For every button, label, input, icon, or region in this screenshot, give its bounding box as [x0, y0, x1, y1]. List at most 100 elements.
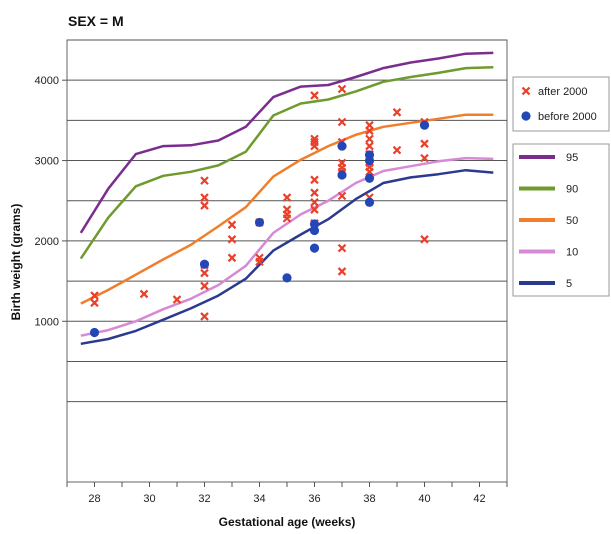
point-after-2000-stroke: [365, 141, 374, 151]
point-before-2000: [364, 155, 375, 166]
point-after-2000: [200, 268, 209, 278]
point-after-2000-stroke: [310, 198, 319, 207]
point-after-2000-stroke: [200, 176, 209, 185]
point-after-2000-stroke: [337, 117, 347, 127]
x-tick-label: 30: [143, 493, 155, 505]
point-after-2000: [282, 193, 292, 202]
point-before-2000: [364, 197, 375, 207]
point-after-2000-stroke: [227, 253, 237, 263]
point-after-2000-stroke: [200, 193, 209, 202]
point-after-2000-stroke: [200, 201, 209, 210]
scatter-points: [89, 84, 430, 338]
point-after-2000-stroke: [365, 134, 374, 144]
point-before-2000: [337, 170, 347, 180]
point-after-2000: [139, 289, 149, 299]
point-after-2000: [337, 117, 347, 127]
point-after-2000: [200, 281, 209, 291]
x-tick-label: 36: [308, 493, 320, 505]
point-before-2000: [199, 259, 210, 269]
point-after-2000: [200, 176, 209, 185]
gridlines: [67, 39, 507, 403]
point-after-2000-stroke: [420, 153, 429, 163]
point-after-2000: [227, 253, 237, 263]
point-after-2000: [310, 205, 319, 214]
legend-lines: 95 90 50 10 5: [512, 143, 610, 297]
series-line-5: [80, 168, 494, 346]
point-after-2000: [310, 198, 319, 207]
series-line-95: [79, 51, 494, 234]
y-tick-label: 1000: [35, 316, 59, 328]
point-after-2000-stroke: [310, 188, 319, 197]
chart-title: SEX = M: [68, 13, 124, 29]
point-after-2000: [255, 257, 264, 267]
point-after-2000: [420, 153, 429, 163]
legend-marker-before-2000: [521, 111, 531, 121]
point-after-2000-stroke: [139, 289, 149, 299]
legend-marker-after-2000-stroke: [521, 86, 531, 96]
legend-label: 5: [566, 278, 572, 290]
legend-label: 10: [566, 247, 578, 259]
legend-label: after 2000: [538, 86, 588, 98]
point-after-2000: [337, 243, 347, 253]
point-after-2000-stroke: [255, 257, 264, 267]
x-tick-label: 42: [473, 493, 485, 505]
point-before-2000: [419, 120, 430, 130]
point-after-2000: [420, 139, 429, 148]
point-after-2000: [365, 126, 374, 136]
point-after-2000: [392, 145, 402, 155]
point-after-2000-stroke: [365, 126, 374, 136]
point-after-2000: [392, 108, 402, 117]
point-after-2000-stroke: [282, 214, 292, 223]
point-after-2000-stroke: [420, 139, 429, 148]
point-after-2000: [310, 188, 319, 197]
point-after-2000: [90, 298, 99, 308]
legend-marker-after-2000: [521, 86, 531, 96]
point-after-2000: [365, 134, 374, 144]
point-after-2000: [172, 295, 182, 304]
point-after-2000: [337, 84, 347, 94]
point-after-2000-stroke: [282, 193, 292, 202]
point-after-2000-stroke: [365, 167, 374, 177]
point-after-2000-stroke: [392, 108, 402, 117]
y-tick-label: 2000: [35, 236, 59, 248]
point-before-2000: [337, 141, 347, 151]
point-after-2000: [337, 191, 347, 201]
point-before-2000: [282, 273, 292, 283]
point-after-2000: [365, 141, 374, 151]
legend-markers-box: [512, 76, 610, 132]
y-tick-label: 4000: [35, 75, 59, 87]
point-after-2000-stroke: [337, 84, 347, 94]
point-after-2000-stroke: [90, 298, 99, 308]
point-after-2000-stroke: [200, 312, 209, 321]
point-after-2000: [227, 235, 237, 244]
point-after-2000-stroke: [172, 295, 182, 304]
point-after-2000-stroke: [310, 205, 319, 214]
x-tick-label: 28: [88, 493, 100, 505]
point-after-2000-stroke: [200, 268, 209, 278]
point-after-2000-stroke: [227, 220, 237, 230]
point-after-2000-stroke: [420, 235, 429, 244]
point-after-2000: [420, 235, 429, 244]
x-axis-label: Gestational age (weeks): [219, 515, 356, 529]
point-after-2000: [310, 141, 319, 151]
legend-markers: after 2000 before 2000: [512, 76, 610, 132]
point-after-2000-stroke: [227, 235, 237, 244]
plot-frame: [66, 39, 508, 483]
point-before-2000: [89, 327, 100, 338]
point-after-2000-stroke: [310, 141, 319, 151]
x-tick-label: 34: [253, 493, 265, 505]
point-before-2000: [364, 173, 375, 183]
point-after-2000: [365, 167, 374, 177]
legend-label: 95: [566, 152, 578, 164]
x-tick-label: 32: [198, 493, 210, 505]
series-line-90: [79, 66, 494, 260]
point-after-2000-stroke: [310, 175, 319, 185]
point-after-2000-stroke: [200, 281, 209, 291]
point-after-2000: [227, 220, 237, 230]
y-tick-label: 3000: [35, 156, 59, 168]
point-after-2000-stroke: [337, 191, 347, 201]
point-after-2000: [200, 312, 209, 321]
point-before-2000: [254, 217, 265, 228]
x-axis: 28 30 32 34 36 38 40 42: [66, 482, 508, 505]
point-after-2000: [200, 201, 209, 210]
